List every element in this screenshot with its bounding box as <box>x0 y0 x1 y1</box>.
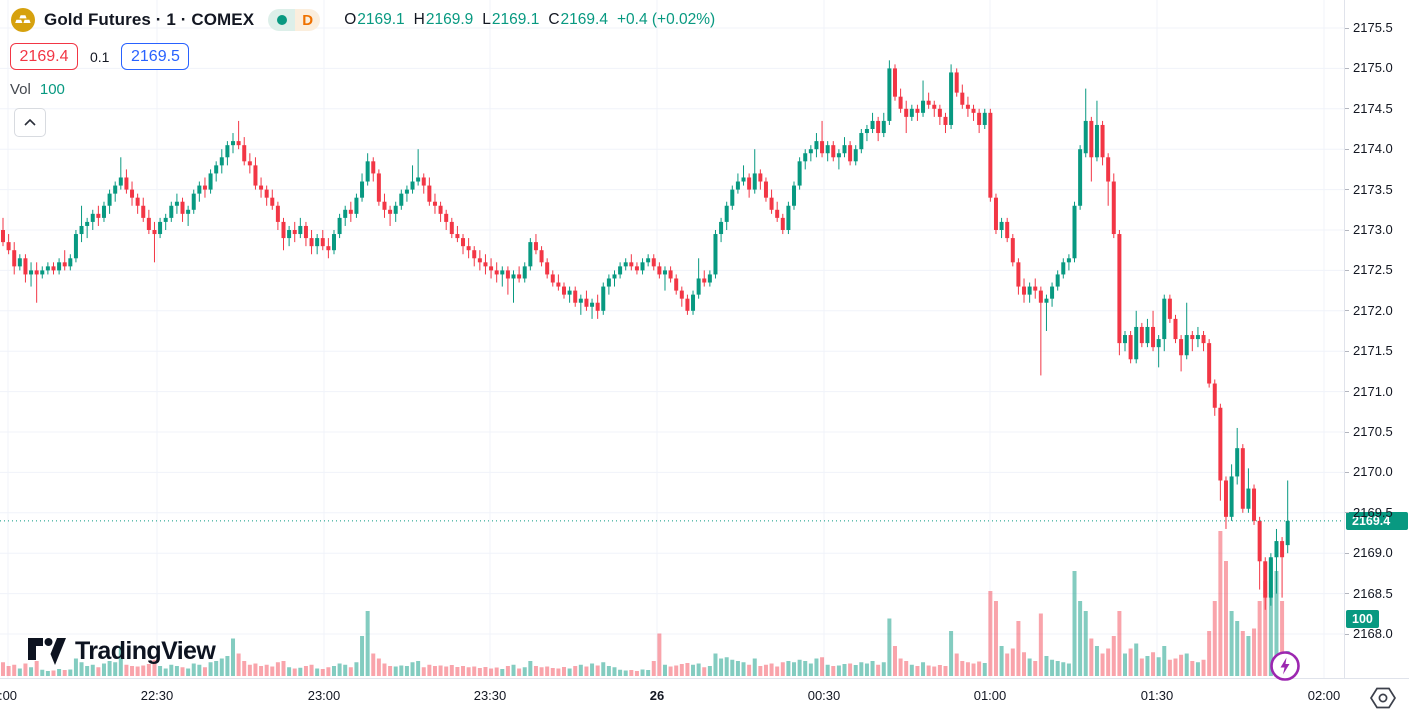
time-tick-label: 01:00 <box>973 688 1007 703</box>
price-tick-mark <box>1345 552 1349 554</box>
price-tick-mark <box>1345 108 1349 110</box>
time-tick-label: 00:30 <box>807 688 841 703</box>
price-tick-label: 2169.0 <box>1353 545 1393 561</box>
price-tick-label: 2170.0 <box>1353 464 1393 480</box>
hexagon-eye-icon <box>1369 687 1397 709</box>
price-tick-mark <box>1345 27 1349 29</box>
price-tick-mark <box>1345 512 1349 514</box>
price-tick-label: 2173.5 <box>1353 181 1393 197</box>
time-tick-label: 01:30 <box>1140 688 1174 703</box>
price-tick-label: 2171.0 <box>1353 383 1393 399</box>
interval-badge[interactable]: D <box>295 9 321 31</box>
price-tick-label: 2170.5 <box>1353 424 1393 439</box>
object-tree-eye-button[interactable] <box>1366 684 1400 712</box>
last-price-badge: 2169.4 <box>1346 511 1408 530</box>
high-label: H <box>413 11 425 28</box>
price-tick-mark <box>1345 269 1349 271</box>
trade-buttons-row: 2169.4 0.1 2169.5 <box>10 43 715 70</box>
close-value: 2169.4 <box>560 11 608 28</box>
price-tick-label: 2168.0 <box>1353 626 1393 641</box>
time-tick-label: 22:30 <box>140 688 174 703</box>
price-tick-mark <box>1345 471 1349 473</box>
price-tick-mark <box>1345 189 1349 191</box>
chevron-up-icon <box>24 119 36 126</box>
time-axis[interactable]: :00 22:30 23:00 23:30 26 00:30 01:00 01:30 02:00 <box>0 678 1409 712</box>
price-tick-mark <box>1345 67 1349 69</box>
collapse-legend-button[interactable] <box>14 108 46 137</box>
open-label: O <box>344 11 357 28</box>
spread-value: 0.1 <box>90 48 110 65</box>
ohlc-values: O 2169.1 H 2169.9 L 2169.1 C 2169.4 +0.4 (+0… <box>344 11 715 29</box>
last-volume-badge: 100 <box>1346 610 1379 628</box>
tradingview-logo-text: TradingView <box>75 637 216 665</box>
tradingview-logo[interactable]: TradingView <box>28 637 216 666</box>
price-tick-mark <box>1345 148 1349 150</box>
low-value: 2169.1 <box>491 11 540 28</box>
price-tick-label: 2171.5 <box>1353 343 1393 359</box>
time-tick-label: 26 <box>649 688 665 703</box>
gold-futures-icon <box>10 7 36 33</box>
high-value: 2169.9 <box>425 11 474 28</box>
price-tick-label: 2174.5 <box>1353 100 1393 116</box>
price-tick-label: 2172.5 <box>1353 262 1393 278</box>
price-tick-label: 2169.5 <box>1353 504 1393 520</box>
chart-legend: Gold Futures · 1 · COMEX D O 2169.1 H 2169… <box>10 6 715 98</box>
instant-order-button[interactable] <box>1268 649 1302 683</box>
sell-button[interactable]: 2169.4 <box>10 43 78 70</box>
price-tick-label: 2168.5 <box>1353 585 1393 601</box>
volume-label: Vol <box>10 81 31 98</box>
time-tick-label: 23:30 <box>473 688 507 703</box>
price-tick-label: 2173.0 <box>1353 222 1393 237</box>
price-tick-mark <box>1345 633 1349 635</box>
tradingview-logo-icon <box>28 638 66 665</box>
price-tick-mark <box>1345 391 1349 393</box>
price-tick-mark <box>1345 229 1349 231</box>
volume-value: 100 <box>39 81 65 98</box>
buy-button[interactable]: 2169.5 <box>121 43 190 70</box>
low-label: L <box>482 11 491 28</box>
price-axis[interactable]: 2169.4 100 2175.5 2175.0 2174.5 2174.0 2173.… <box>1344 0 1409 678</box>
price-tick-label: 2175.5 <box>1353 20 1393 35</box>
symbol-title[interactable]: Gold Futures · 1 · COMEX <box>44 10 255 29</box>
time-tick-label: :00 <box>0 688 18 703</box>
market-status-dot-icon <box>268 9 296 31</box>
open-value: 2169.1 <box>357 11 405 28</box>
price-tick-label: 2172.0 <box>1353 302 1393 318</box>
volume-row: Vol 100 <box>10 81 715 98</box>
lightning-bolt-icon <box>1270 651 1300 681</box>
close-label: C <box>548 11 560 28</box>
price-tick-mark <box>1345 310 1349 312</box>
price-tick-mark <box>1345 350 1349 352</box>
interval-pill[interactable]: D <box>268 9 321 31</box>
symbol-row: Gold Futures · 1 · COMEX D O 2169.1 H 2169… <box>10 6 715 34</box>
price-tick-label: 2174.0 <box>1353 141 1393 157</box>
price-tick-label: 2175.0 <box>1353 60 1393 76</box>
time-tick-label: 23:00 <box>307 688 341 703</box>
price-tick-mark <box>1345 593 1349 595</box>
price-tick-mark <box>1345 431 1349 433</box>
candlestick-chart-canvas[interactable] <box>0 0 1344 678</box>
change-value: +0.4 (+0.02%) <box>616 11 716 28</box>
time-tick-label: 02:00 <box>1307 688 1341 703</box>
